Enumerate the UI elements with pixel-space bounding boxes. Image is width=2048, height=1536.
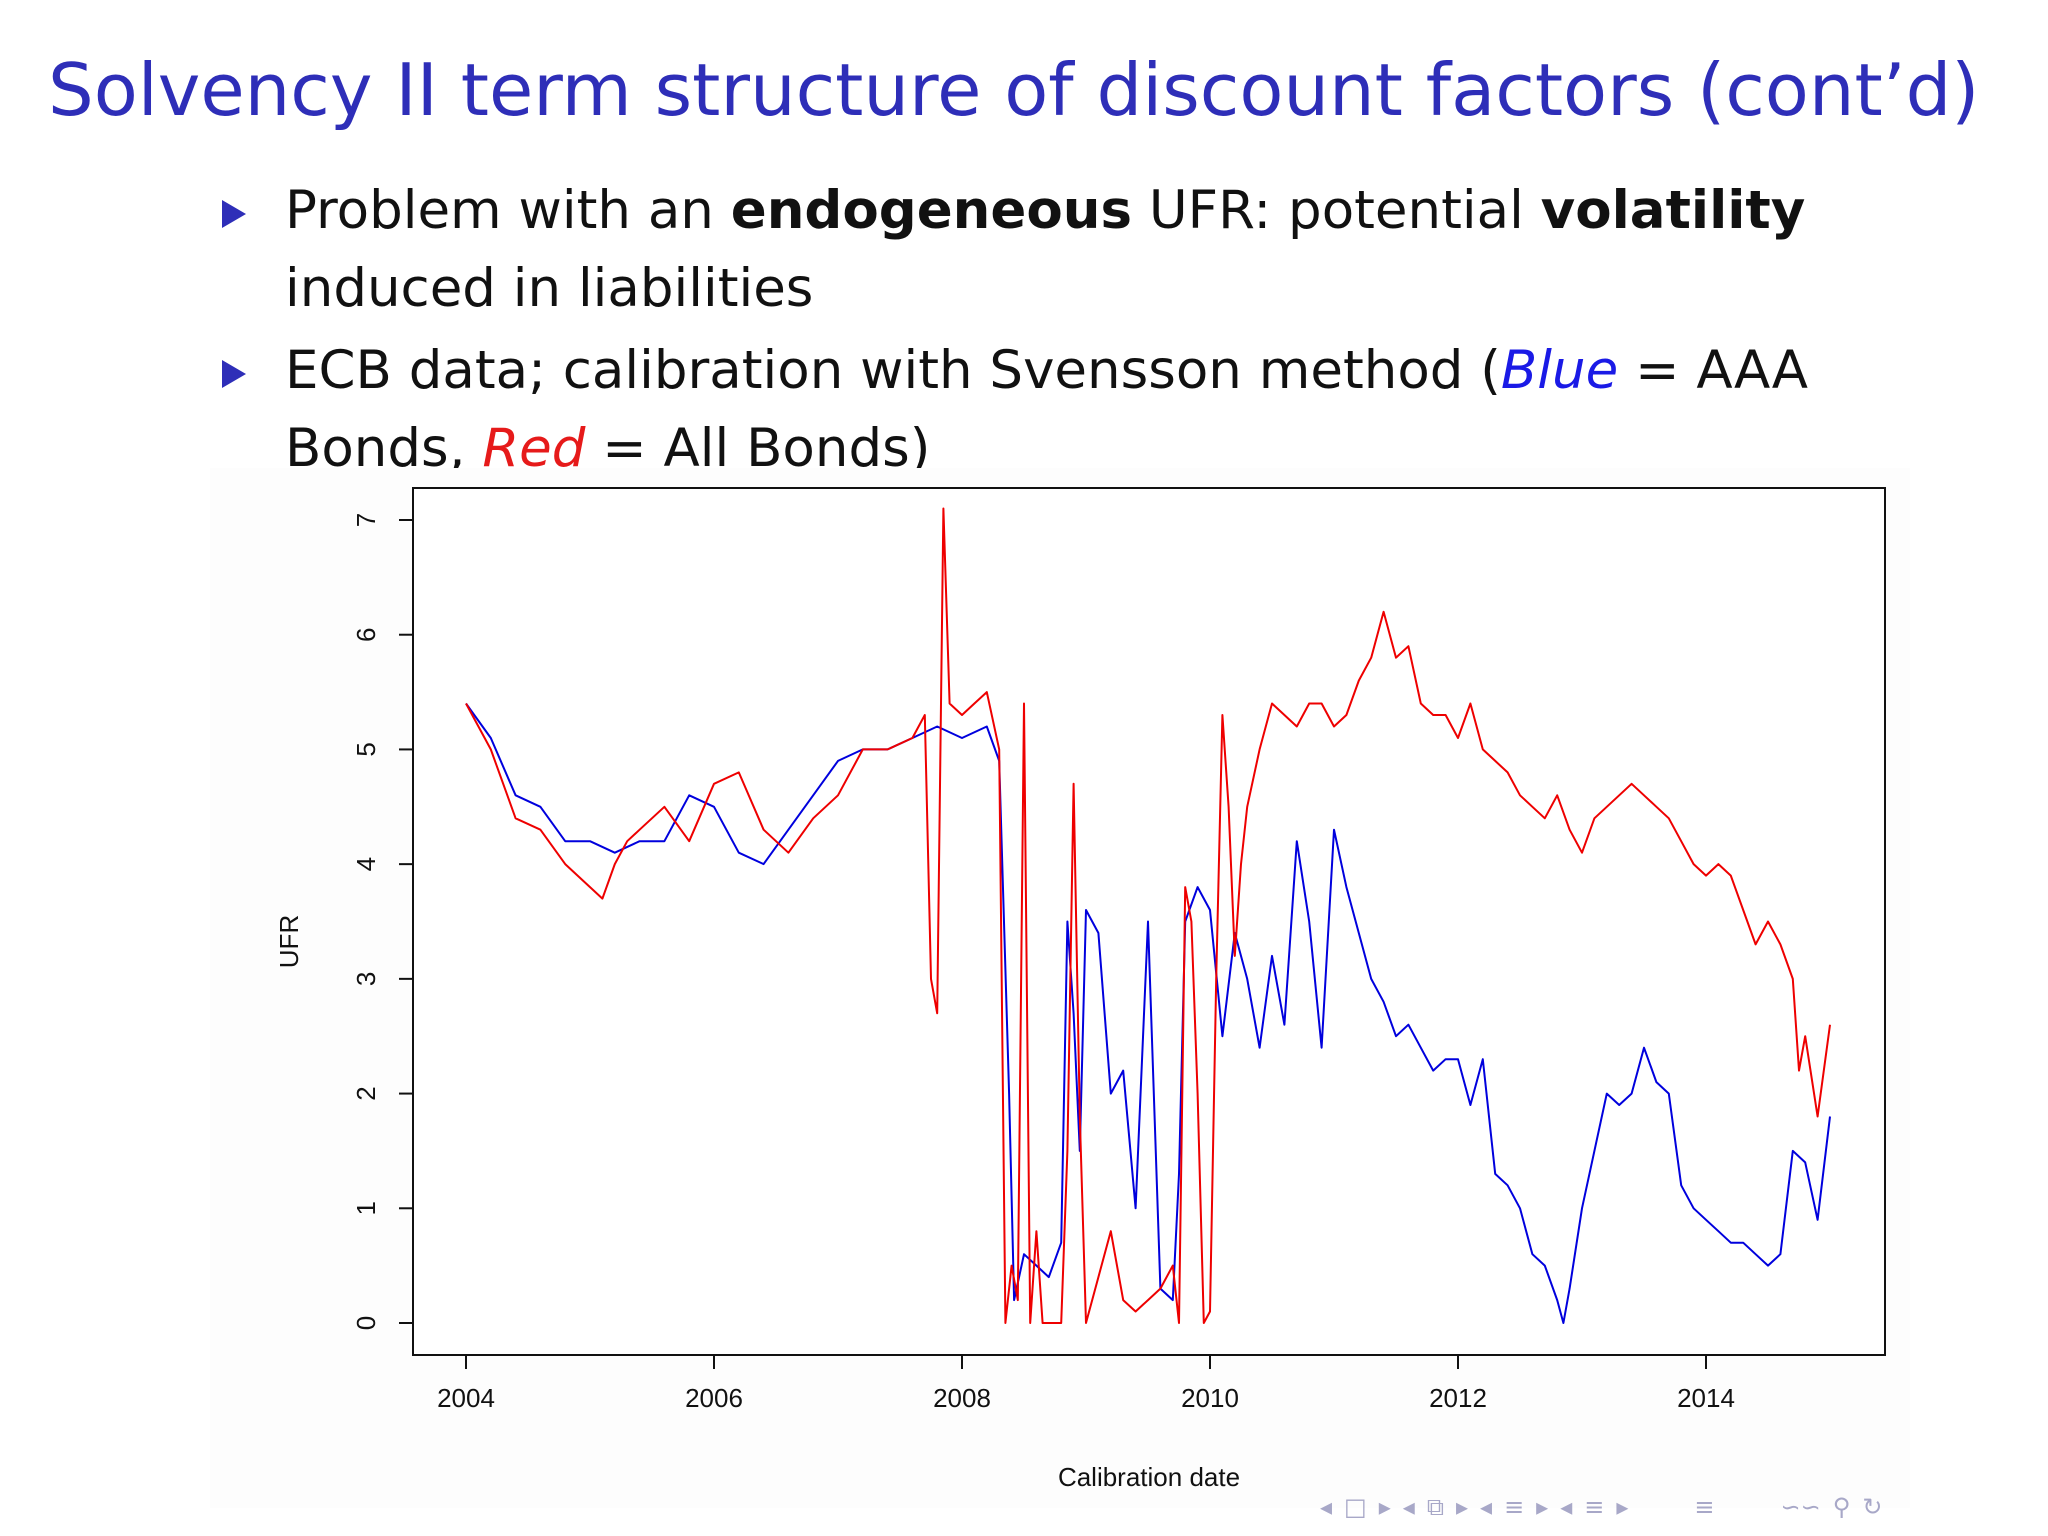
x-axis-label: Calibration date xyxy=(1058,1462,1240,1492)
prev-frame-arrow-icon[interactable]: ◂ xyxy=(1320,1493,1333,1521)
bullet-item-ecb-data: ECB data; calibration with Svensson meth… xyxy=(220,332,1860,488)
prev-section-arrow-icon[interactable]: ◂ xyxy=(1480,1493,1493,1521)
x-tick-label: 2014 xyxy=(1677,1383,1735,1413)
y-tick-label: 7 xyxy=(351,513,381,527)
bullet-triangle-icon xyxy=(222,360,246,388)
bullet1-text-2: UFR: potential xyxy=(1132,180,1541,241)
bullet-list: Problem with an endogeneous UFR: potenti… xyxy=(220,172,1860,492)
bullet1-bold-2: volatility xyxy=(1540,180,1806,241)
ufr-line-chart: 2004 2006 2008 2010 2012 2014 0 1 2 3 4 5 6 7 Calibr… xyxy=(274,487,1886,1492)
bullet-triangle-icon xyxy=(222,200,246,228)
series-line-0 xyxy=(465,702,1831,1324)
subsection-icon[interactable]: ⧉ xyxy=(1426,1493,1444,1521)
bullet1-bold-1: endogeneous xyxy=(730,180,1133,241)
bullet2-blue-word: Blue xyxy=(1500,340,1619,401)
x-tick-label: 2008 xyxy=(933,1383,991,1413)
bullet1-text-3: induced in liabilities xyxy=(285,258,814,319)
y-tick-label: 5 xyxy=(351,742,381,756)
document-icon[interactable]: ≡ xyxy=(1584,1493,1605,1521)
ufr-chart-container: 2004 2006 2008 2010 2012 2014 0 1 2 3 4 5 6 7 Calibr… xyxy=(210,468,1910,1508)
slide-title: Solvency II term structure of discount f… xyxy=(48,48,1980,132)
next-doc-arrow-icon[interactable]: ▸ xyxy=(1616,1493,1629,1521)
x-tick-label: 2004 xyxy=(437,1383,495,1413)
y-tick-label: 2 xyxy=(351,1086,381,1100)
y-tick-label: 1 xyxy=(351,1201,381,1215)
y-tick-label: 6 xyxy=(351,627,381,641)
next-subsection-arrow-icon[interactable]: ▸ xyxy=(1455,1493,1469,1521)
back-forward-icon[interactable]: ∽∽ xyxy=(1780,1493,1821,1521)
search-icon[interactable]: ⚲ xyxy=(1832,1493,1851,1521)
y-tick-label: 3 xyxy=(351,972,381,986)
refresh-icon[interactable]: ↻ xyxy=(1862,1493,1883,1521)
next-frame-arrow-icon[interactable]: ▸ xyxy=(1378,1493,1391,1521)
series-line-1 xyxy=(465,507,1831,1324)
section-icon[interactable]: ≡ xyxy=(1504,1493,1525,1521)
frame-icon[interactable]: □ xyxy=(1344,1493,1367,1521)
y-tick-label: 0 xyxy=(351,1316,381,1330)
bullet2-text-2: = AAA Bonds, xyxy=(285,340,1809,479)
next-section-arrow-icon[interactable]: ▸ xyxy=(1536,1493,1549,1521)
beamer-navigation-bar: ◂ □ ▸ ◂ ⧉ ▸ ◂ ≡ ▸ ◂ ≡ ▸ ≡ ∽∽ ⚲ ↻ xyxy=(1320,1490,1882,1524)
x-tick-label: 2010 xyxy=(1181,1383,1239,1413)
x-tick-label: 2006 xyxy=(685,1383,743,1413)
bullet2-text-1: ECB data; calibration with Svensson meth… xyxy=(285,340,1501,401)
bullet-item-volatility: Problem with an endogeneous UFR: potenti… xyxy=(220,172,1860,328)
appendix-icon[interactable]: ≡ xyxy=(1694,1493,1715,1521)
y-axis-label: UFR xyxy=(274,915,304,968)
bullet1-text-1: Problem with an xyxy=(285,180,731,241)
x-tick-label: 2012 xyxy=(1429,1383,1487,1413)
prev-doc-arrow-icon[interactable]: ◂ xyxy=(1560,1493,1573,1521)
prev-subsection-arrow-icon[interactable]: ◂ xyxy=(1402,1493,1415,1521)
y-tick-label: 4 xyxy=(351,857,381,871)
